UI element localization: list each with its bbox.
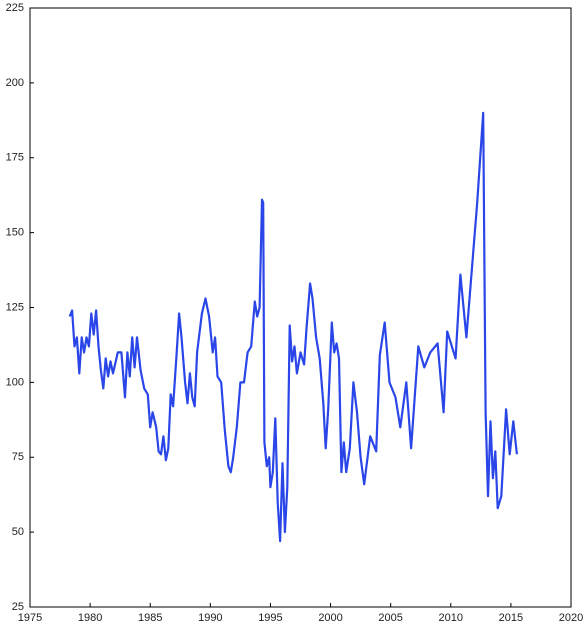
x-tick-label: 2010 bbox=[439, 612, 463, 624]
x-tick-label: 2020 bbox=[559, 612, 583, 624]
data-line bbox=[68, 111, 518, 543]
y-tick-label: 125 bbox=[6, 301, 24, 313]
plot-frame bbox=[29, 7, 572, 608]
y-tick-label: 75 bbox=[12, 451, 24, 463]
y-tick-label: 225 bbox=[6, 2, 24, 14]
x-tick-label: 1985 bbox=[138, 612, 162, 624]
x-tick-label: 1975 bbox=[18, 612, 42, 624]
x-tick-label: 2005 bbox=[378, 612, 402, 624]
y-tick-label: 200 bbox=[6, 77, 24, 89]
y-tick-label: 175 bbox=[6, 152, 24, 164]
x-tick-label: 1980 bbox=[78, 612, 102, 624]
x-tick-label: 1990 bbox=[198, 612, 222, 624]
x-tick-label: 2015 bbox=[499, 612, 523, 624]
y-tick-label: 150 bbox=[6, 227, 24, 239]
x-tick-label: 2000 bbox=[318, 612, 342, 624]
y-tick-label: 25 bbox=[12, 601, 24, 613]
x-tick-label: 1995 bbox=[258, 612, 282, 624]
y-tick-label: 50 bbox=[12, 526, 24, 538]
y-tick-label: 100 bbox=[6, 376, 24, 388]
